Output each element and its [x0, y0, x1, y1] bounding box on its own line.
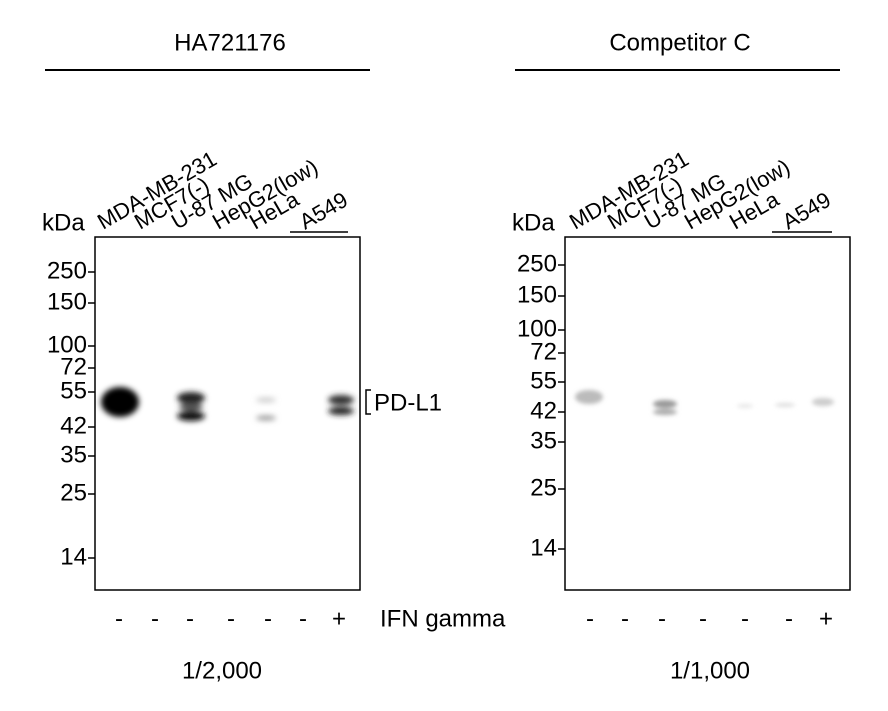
marker-label: 14 [60, 543, 87, 570]
treatment-label: IFN gamma [380, 605, 506, 632]
treatment-sign: - [621, 605, 629, 632]
blot-left [94, 236, 361, 591]
kda-label: kDa [512, 209, 555, 236]
treatment-sign: - [586, 605, 594, 632]
marker-label: 42 [60, 412, 87, 439]
blot-right [564, 236, 851, 591]
dilution: 1/1,000 [670, 657, 750, 684]
marker-label: 25 [530, 474, 557, 501]
panel-title: HA721176 [174, 29, 286, 56]
treatment-sign: - [115, 605, 123, 632]
bands-right [575, 390, 834, 415]
treatment-sign: - [151, 605, 159, 632]
marker-label: 250 [47, 257, 87, 284]
marker-label: 100 [47, 331, 87, 358]
lane-label: A549 [295, 187, 352, 234]
marker-label: 72 [60, 353, 87, 380]
treatment-sign: - [186, 605, 194, 632]
marker-label: 72 [530, 338, 557, 365]
treatment-sign: - [264, 605, 272, 632]
marker-label: 55 [530, 367, 557, 394]
band-bracket [365, 389, 371, 415]
bands-left [101, 387, 354, 421]
marker-label: 25 [60, 479, 87, 506]
panel-title: Competitor C [609, 29, 750, 56]
treatment-sign: - [785, 605, 793, 632]
lane-label: A549 [778, 187, 835, 234]
marker-label: 150 [47, 288, 87, 315]
treatment-sign: - [699, 605, 707, 632]
marker-label: 35 [530, 427, 557, 454]
marker-label: 150 [517, 281, 557, 308]
dilution: 1/2,000 [182, 657, 262, 684]
marker-label: 14 [530, 534, 557, 561]
treatment-sign: - [227, 605, 235, 632]
band-label: PD-L1 [374, 389, 442, 416]
treatment-sign: + [819, 605, 833, 632]
marker-label: 42 [530, 397, 557, 424]
treatment-sign: - [658, 605, 666, 632]
treatment-sign: - [299, 605, 307, 632]
marker-label: 250 [517, 250, 557, 277]
marker-label: 35 [60, 441, 87, 468]
treatment-sign: - [741, 605, 749, 632]
marker-label: 100 [517, 315, 557, 342]
marker-label: 55 [60, 377, 87, 404]
kda-label: kDa [42, 209, 85, 236]
treatment-sign: + [332, 605, 346, 632]
